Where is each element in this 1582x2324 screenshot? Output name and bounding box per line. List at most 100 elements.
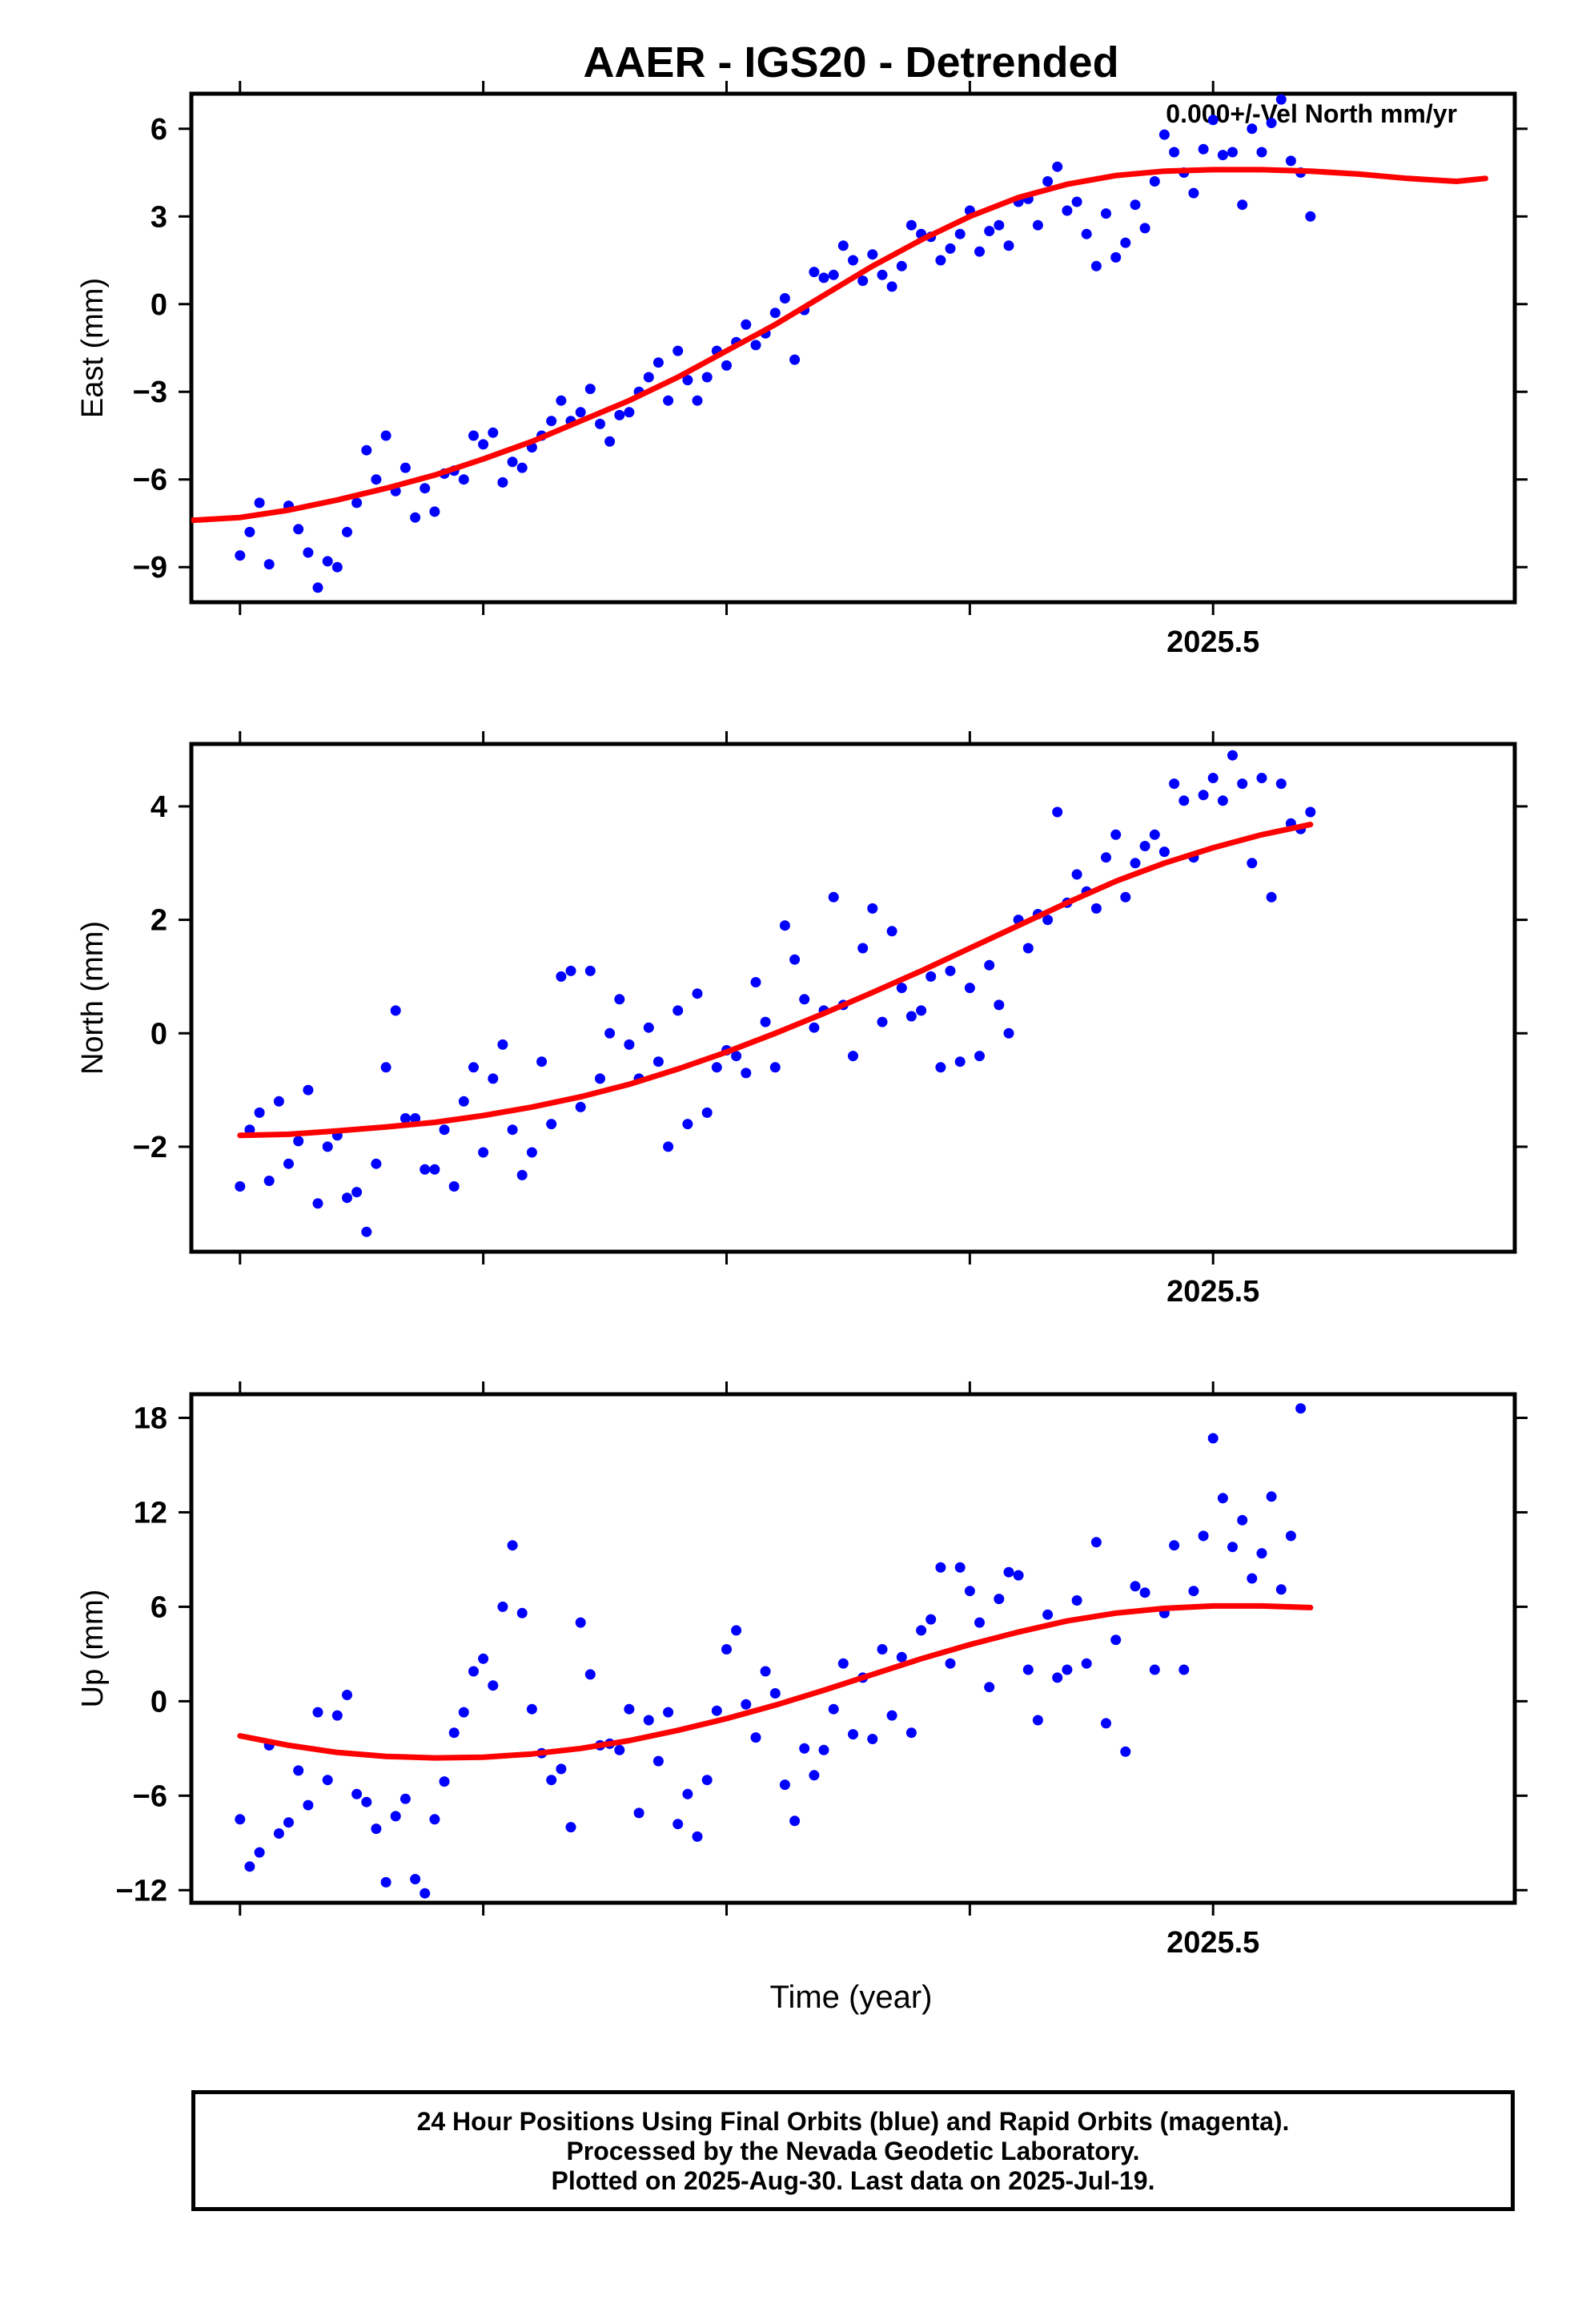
data-point (1149, 176, 1160, 187)
data-point (867, 1734, 878, 1744)
y-tick-label: 0 (151, 1685, 167, 1719)
data-point (721, 360, 732, 371)
plot-area (191, 94, 1488, 593)
data-point (1022, 943, 1034, 954)
data-point (516, 1169, 528, 1180)
data-point (595, 418, 605, 429)
data-point (886, 1710, 897, 1721)
data-point (711, 1062, 722, 1073)
data-point (1207, 115, 1219, 126)
y-axis-label: Up (mm) (76, 1590, 110, 1708)
data-point (516, 1607, 528, 1618)
data-point (1237, 778, 1248, 790)
data-point (837, 240, 849, 251)
model-fit-line (237, 1602, 1314, 1761)
data-point (1285, 155, 1296, 167)
data-point (331, 1710, 343, 1721)
data-point (779, 293, 790, 304)
data-point (1227, 1542, 1238, 1553)
data-point (1275, 1584, 1287, 1595)
data-point (420, 1164, 431, 1175)
data-point (575, 1101, 586, 1112)
data-point (1120, 891, 1131, 903)
data-point (584, 384, 596, 395)
footer-line-orbits: 24 Hour Positions Using Final Orbits (bl… (416, 2107, 1290, 2136)
data-point (1003, 240, 1014, 251)
data-point (303, 547, 314, 558)
plot-area (235, 750, 1316, 1237)
data-point (1139, 223, 1150, 234)
data-point (342, 1690, 352, 1700)
data-point (857, 275, 869, 287)
data-point (584, 965, 596, 976)
data-point (420, 483, 431, 494)
model-fit-line (191, 167, 1488, 524)
data-point (293, 524, 304, 535)
data-point (896, 260, 907, 271)
data-point (380, 430, 391, 441)
data-point (1256, 1548, 1267, 1559)
y-tick-label: 4 (151, 790, 167, 824)
data-point (828, 269, 839, 280)
data-point (1003, 1566, 1014, 1578)
data-point (1305, 0, 1315, 6)
data-point (1188, 187, 1199, 199)
data-point (254, 497, 265, 509)
data-point (663, 395, 674, 406)
data-point (1198, 790, 1209, 801)
data-point (1275, 778, 1287, 790)
data-point (886, 926, 897, 937)
data-point (1013, 1570, 1024, 1581)
data-point (954, 1562, 966, 1573)
data-point (1090, 1537, 1102, 1548)
panel-2: −2 0 2 4 2025.5 North (mm) (76, 731, 1528, 1309)
data-point (916, 1005, 927, 1016)
data-point (769, 308, 781, 319)
data-point (741, 1699, 752, 1710)
data-point (1052, 161, 1063, 172)
data-point (478, 439, 489, 450)
data-point (682, 375, 693, 386)
data-point (526, 1147, 537, 1158)
data-point (945, 243, 956, 254)
data-point (1071, 196, 1082, 207)
data-point (1217, 795, 1228, 806)
data-point (760, 1666, 771, 1677)
data-point (848, 1729, 858, 1740)
data-point (1285, 1530, 1296, 1542)
footer-info-box: 24 Hour Positions Using Final Orbits (bl… (191, 2090, 1515, 2211)
y-tick-label: −12 (116, 1874, 167, 1908)
data-point (556, 971, 567, 982)
data-point (478, 1653, 489, 1664)
data-point (390, 1811, 401, 1822)
data-point (1110, 251, 1122, 263)
y-tick-label: −3 (133, 376, 167, 409)
plot-frame (189, 742, 1517, 1254)
x-tick-label: 2025.5 (1166, 1275, 1259, 1309)
data-point (877, 269, 888, 280)
y-tick-label: 0 (151, 288, 167, 322)
plot-frame (189, 91, 1517, 605)
data-point (1169, 147, 1180, 158)
y-tick-label: 2 (151, 904, 167, 938)
data-point (556, 1763, 567, 1775)
data-point (1227, 750, 1238, 761)
data-point (673, 1005, 684, 1016)
data-point (342, 1192, 352, 1204)
data-point (575, 407, 586, 418)
data-point (1275, 94, 1287, 105)
data-point (595, 1073, 605, 1084)
footer-line-dates: Plotted on 2025-Aug-30. Last data on 202… (551, 2166, 1155, 2195)
data-point (420, 1888, 431, 1899)
data-point (1042, 915, 1054, 926)
data-point (1158, 129, 1170, 140)
data-point (974, 246, 985, 257)
data-point (1266, 1491, 1277, 1502)
data-point (663, 1141, 674, 1152)
data-point (1237, 1514, 1248, 1526)
data-point (429, 1814, 440, 1825)
data-point (1090, 260, 1102, 271)
data-point (1266, 118, 1277, 128)
data-point (439, 1776, 450, 1787)
data-point (1110, 1634, 1122, 1646)
